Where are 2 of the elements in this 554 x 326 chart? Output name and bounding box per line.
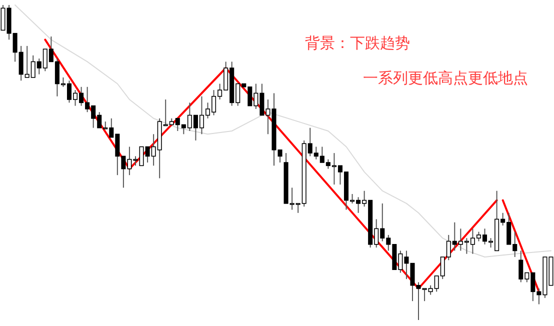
annotation: 一系列更低高点更低地点: [363, 69, 528, 87]
annotation: 背景：下跌趋势: [305, 34, 410, 52]
